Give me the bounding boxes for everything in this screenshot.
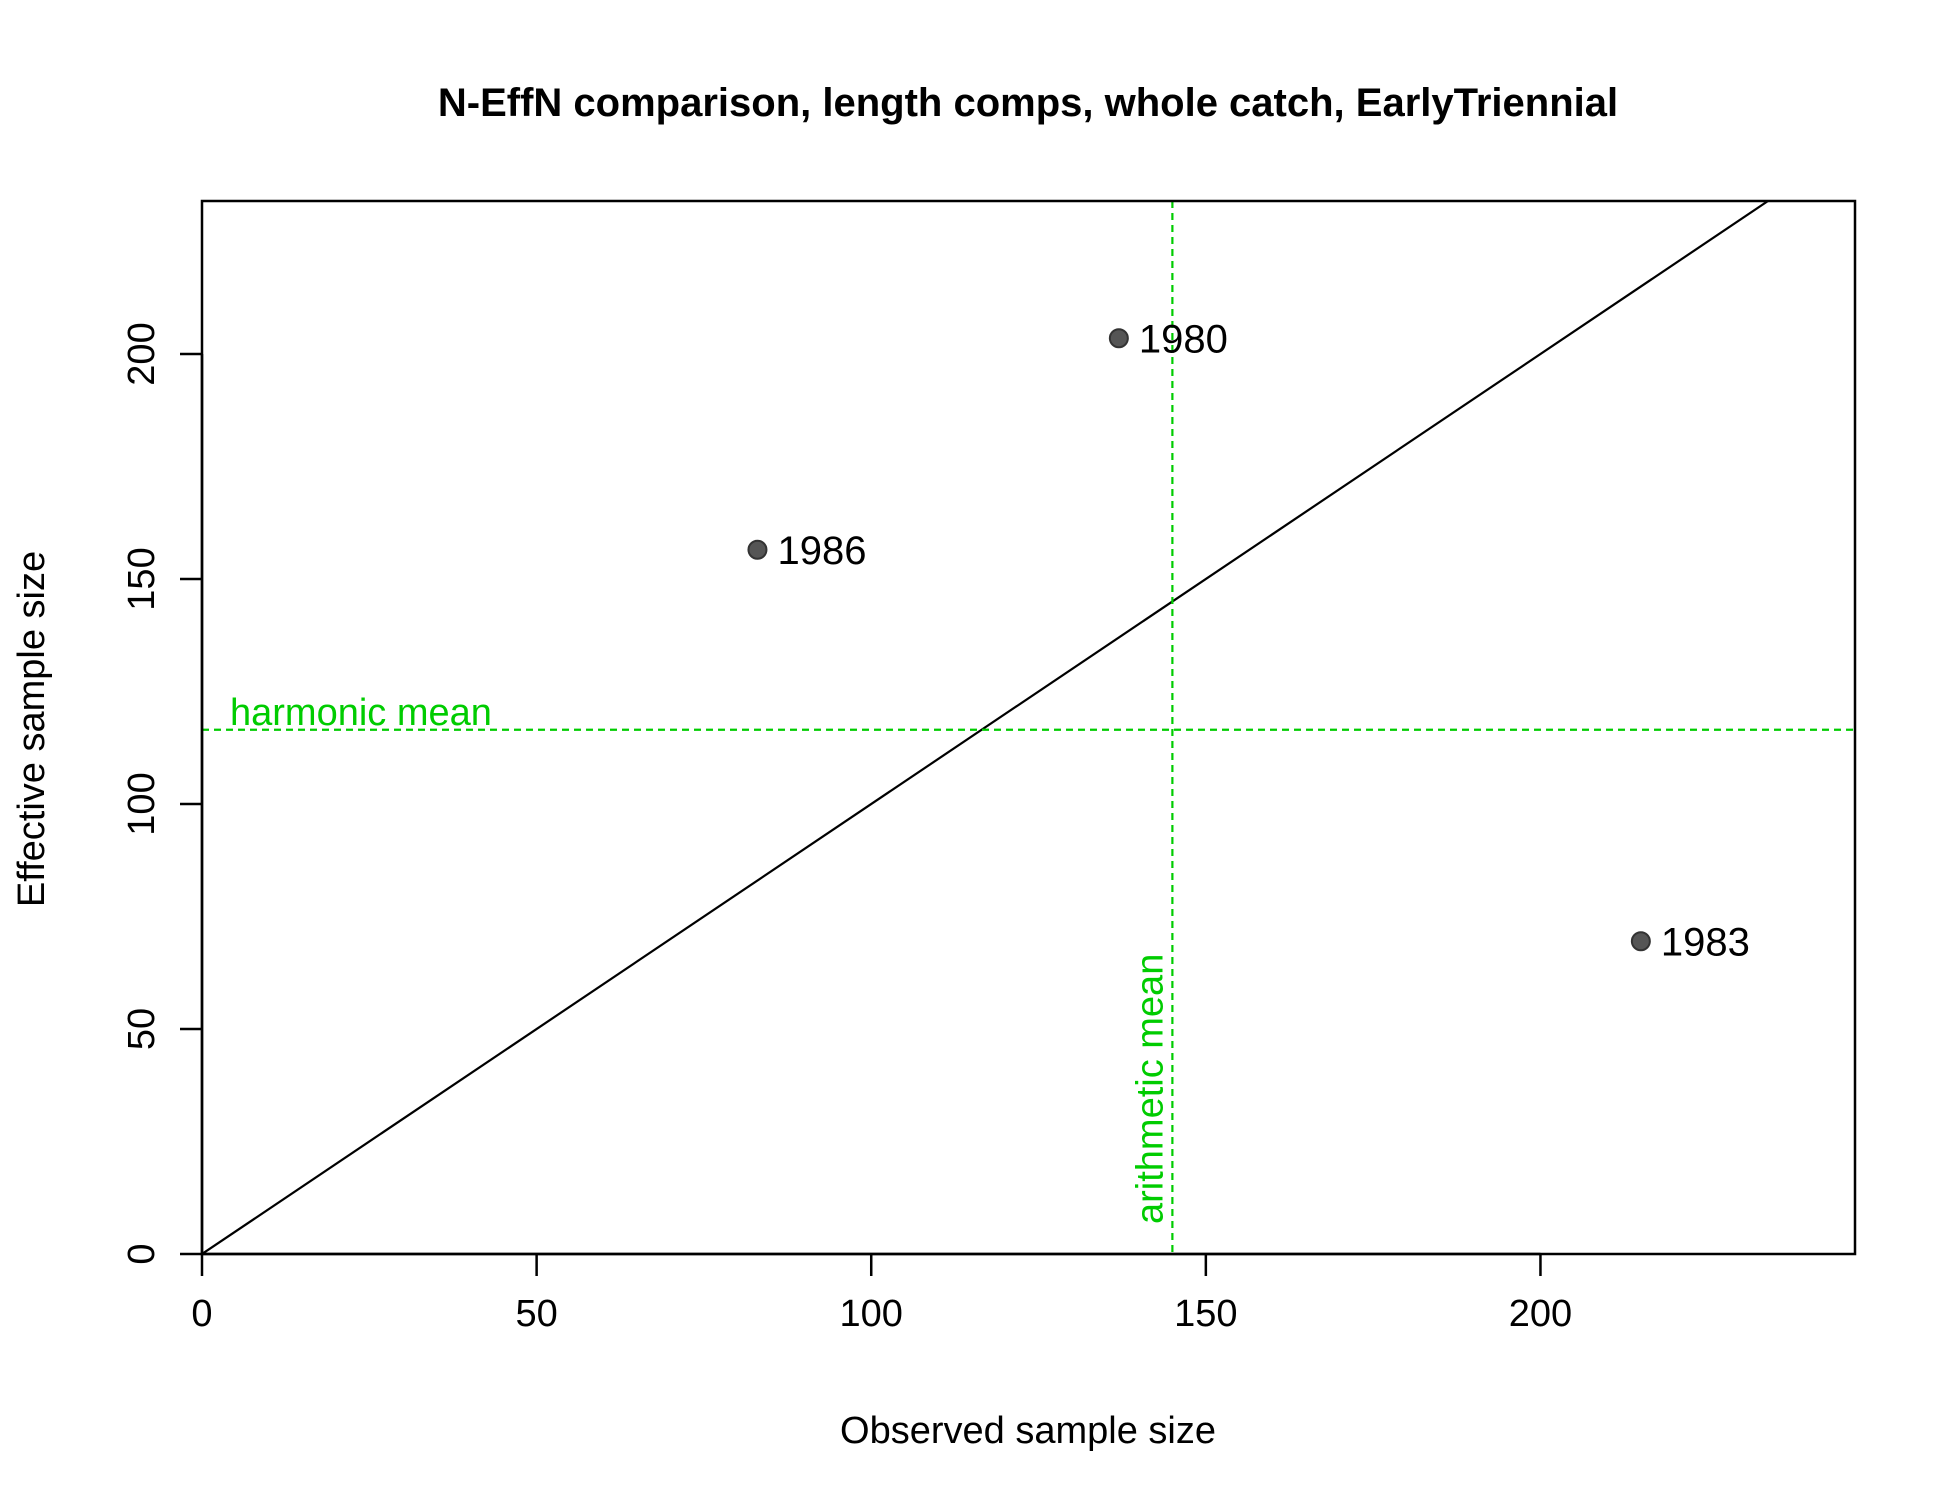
y-tick-label-200: 200: [121, 322, 163, 385]
x-axis-label: Observed sample size: [840, 1410, 1216, 1452]
x-tick-label-100: 100: [840, 1293, 903, 1335]
data-point-label-1986: 1986: [777, 529, 866, 573]
chart-title: N-EffN comparison, length comps, whole c…: [438, 81, 1618, 125]
data-point-1983: [1630, 931, 1651, 952]
identity-line: [202, 201, 1769, 1254]
data-point-label-1983: 1983: [1661, 920, 1750, 964]
x-axis: 0 50 100 150 200: [191, 1252, 1572, 1335]
y-tick-label-150: 150: [121, 547, 163, 610]
data-point-label-1980: 1980: [1139, 317, 1228, 361]
data-point-1980: [1108, 328, 1129, 349]
x-tick-label-0: 0: [191, 1293, 212, 1335]
y-axis-label: Effective sample size: [11, 551, 53, 907]
y-tick-label-0: 0: [121, 1243, 163, 1264]
arithmetic-mean-label: arithmetic mean: [1129, 954, 1171, 1224]
data-point-1986: [747, 539, 768, 560]
x-tick-label-150: 150: [1174, 1293, 1237, 1335]
harmonic-mean-label: harmonic mean: [230, 692, 492, 734]
y-tick-label-50: 50: [121, 1008, 163, 1050]
x-tick-label-200: 200: [1509, 1293, 1572, 1335]
x-tick-label-50: 50: [515, 1293, 557, 1335]
y-axis: 0 50 100 150 200: [121, 322, 204, 1265]
y-tick-label-100: 100: [121, 772, 163, 835]
